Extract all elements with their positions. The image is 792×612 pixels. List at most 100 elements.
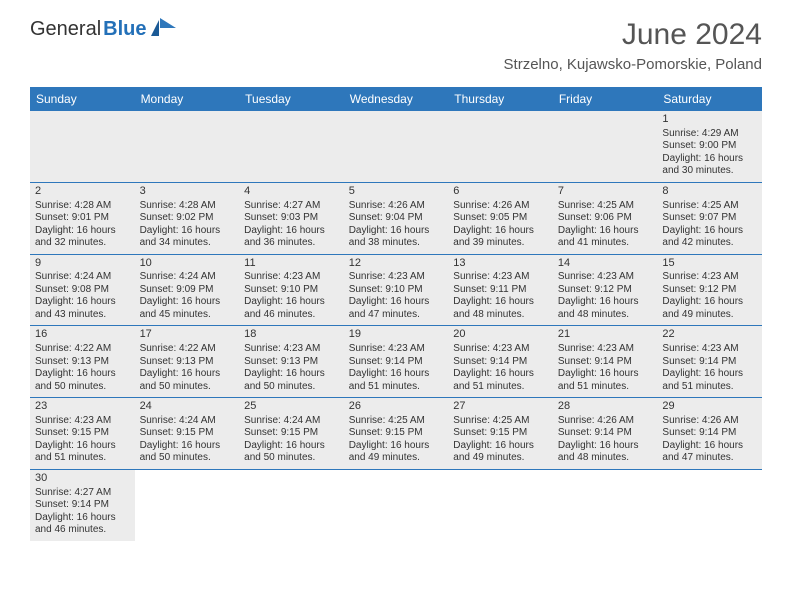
day-number: 29 [662,400,757,414]
daylight-text: Daylight: 16 hours and 51 minutes. [453,368,548,393]
daylight-text: Daylight: 16 hours and 51 minutes. [35,440,130,465]
day-number: 9 [35,257,130,271]
sunrise-text: Sunrise: 4:28 AM [35,200,130,213]
sunset-text: Sunset: 9:12 PM [558,284,653,297]
week-row: 30Sunrise: 4:27 AMSunset: 9:14 PMDayligh… [30,470,762,541]
day-number: 21 [558,328,653,342]
day-number: 19 [349,328,444,342]
day-number: 26 [349,400,444,414]
weeks-container: 1Sunrise: 4:29 AMSunset: 9:00 PMDaylight… [30,111,762,541]
calendar-cell: 6Sunrise: 4:26 AMSunset: 9:05 PMDaylight… [448,183,553,254]
location-text: Strzelno, Kujawsko-Pomorskie, Poland [504,56,762,73]
sunrise-text: Sunrise: 4:26 AM [662,415,757,428]
calendar-cell: 17Sunrise: 4:22 AMSunset: 9:13 PMDayligh… [135,326,240,397]
sunset-text: Sunset: 9:14 PM [453,356,548,369]
logo: GeneralBlue [30,18,177,41]
daylight-text: Daylight: 16 hours and 49 minutes. [662,296,757,321]
daylight-text: Daylight: 16 hours and 49 minutes. [453,440,548,465]
page-title: June 2024 [504,18,762,52]
sunset-text: Sunset: 9:14 PM [558,427,653,440]
sunrise-text: Sunrise: 4:23 AM [453,343,548,356]
daylight-text: Daylight: 16 hours and 47 minutes. [349,296,444,321]
sunset-text: Sunset: 9:15 PM [453,427,548,440]
day-header: Friday [553,87,658,111]
day-number: 30 [35,472,130,486]
sunset-text: Sunset: 9:11 PM [453,284,548,297]
calendar-cell: 8Sunrise: 4:25 AMSunset: 9:07 PMDaylight… [657,183,762,254]
sunrise-text: Sunrise: 4:25 AM [558,200,653,213]
daylight-text: Daylight: 16 hours and 43 minutes. [35,296,130,321]
calendar-cell: 5Sunrise: 4:26 AMSunset: 9:04 PMDaylight… [344,183,449,254]
header: GeneralBlue June 2024 Strzelno, Kujawsko… [0,0,792,79]
sunrise-text: Sunrise: 4:23 AM [349,271,444,284]
day-number: 12 [349,257,444,271]
calendar-cell [553,470,658,541]
day-number: 3 [140,185,235,199]
calendar-cell: 24Sunrise: 4:24 AMSunset: 9:15 PMDayligh… [135,398,240,469]
logo-text-blue: Blue [103,18,146,41]
calendar-cell [553,111,658,182]
daylight-text: Daylight: 16 hours and 50 minutes. [140,440,235,465]
daylight-text: Daylight: 16 hours and 30 minutes. [662,153,757,178]
sunrise-text: Sunrise: 4:22 AM [35,343,130,356]
daylight-text: Daylight: 16 hours and 50 minutes. [244,368,339,393]
sunset-text: Sunset: 9:14 PM [349,356,444,369]
sunset-text: Sunset: 9:01 PM [35,212,130,225]
calendar-cell: 20Sunrise: 4:23 AMSunset: 9:14 PMDayligh… [448,326,553,397]
day-number: 11 [244,257,339,271]
day-number: 20 [453,328,548,342]
calendar: Sunday Monday Tuesday Wednesday Thursday… [30,87,762,541]
daylight-text: Daylight: 16 hours and 51 minutes. [558,368,653,393]
sunset-text: Sunset: 9:14 PM [35,499,130,512]
week-row: 16Sunrise: 4:22 AMSunset: 9:13 PMDayligh… [30,326,762,398]
sunrise-text: Sunrise: 4:24 AM [140,271,235,284]
daylight-text: Daylight: 16 hours and 36 minutes. [244,225,339,250]
sunset-text: Sunset: 9:12 PM [662,284,757,297]
sunset-text: Sunset: 9:14 PM [662,356,757,369]
sunset-text: Sunset: 9:15 PM [140,427,235,440]
day-header: Wednesday [344,87,449,111]
week-row: 2Sunrise: 4:28 AMSunset: 9:01 PMDaylight… [30,183,762,255]
calendar-cell: 12Sunrise: 4:23 AMSunset: 9:10 PMDayligh… [344,255,449,326]
calendar-cell: 2Sunrise: 4:28 AMSunset: 9:01 PMDaylight… [30,183,135,254]
sunrise-text: Sunrise: 4:23 AM [558,271,653,284]
daylight-text: Daylight: 16 hours and 48 minutes. [558,296,653,321]
week-row: 23Sunrise: 4:23 AMSunset: 9:15 PMDayligh… [30,398,762,470]
day-number: 25 [244,400,339,414]
daylight-text: Daylight: 16 hours and 48 minutes. [558,440,653,465]
week-row: 1Sunrise: 4:29 AMSunset: 9:00 PMDaylight… [30,111,762,183]
sunrise-text: Sunrise: 4:23 AM [662,271,757,284]
sunset-text: Sunset: 9:04 PM [349,212,444,225]
calendar-cell [135,470,240,541]
calendar-cell: 3Sunrise: 4:28 AMSunset: 9:02 PMDaylight… [135,183,240,254]
sunset-text: Sunset: 9:07 PM [662,212,757,225]
day-number: 2 [35,185,130,199]
daylight-text: Daylight: 16 hours and 49 minutes. [349,440,444,465]
calendar-cell [344,111,449,182]
calendar-cell [239,470,344,541]
sunset-text: Sunset: 9:13 PM [35,356,130,369]
calendar-cell: 23Sunrise: 4:23 AMSunset: 9:15 PMDayligh… [30,398,135,469]
sunset-text: Sunset: 9:06 PM [558,212,653,225]
calendar-cell [239,111,344,182]
sunset-text: Sunset: 9:14 PM [662,427,757,440]
calendar-cell [344,470,449,541]
daylight-text: Daylight: 16 hours and 50 minutes. [140,368,235,393]
sunrise-text: Sunrise: 4:29 AM [662,128,757,141]
sunrise-text: Sunrise: 4:24 AM [35,271,130,284]
sunrise-text: Sunrise: 4:25 AM [349,415,444,428]
sunrise-text: Sunrise: 4:24 AM [244,415,339,428]
day-header: Thursday [448,87,553,111]
calendar-cell: 29Sunrise: 4:26 AMSunset: 9:14 PMDayligh… [657,398,762,469]
sunset-text: Sunset: 9:02 PM [140,212,235,225]
calendar-cell [448,470,553,541]
sunrise-text: Sunrise: 4:23 AM [453,271,548,284]
sunrise-text: Sunrise: 4:23 AM [35,415,130,428]
sunrise-text: Sunrise: 4:28 AM [140,200,235,213]
day-number: 1 [662,113,757,127]
calendar-cell [448,111,553,182]
daylight-text: Daylight: 16 hours and 47 minutes. [662,440,757,465]
sunset-text: Sunset: 9:15 PM [244,427,339,440]
calendar-cell: 13Sunrise: 4:23 AMSunset: 9:11 PMDayligh… [448,255,553,326]
sunrise-text: Sunrise: 4:23 AM [244,271,339,284]
